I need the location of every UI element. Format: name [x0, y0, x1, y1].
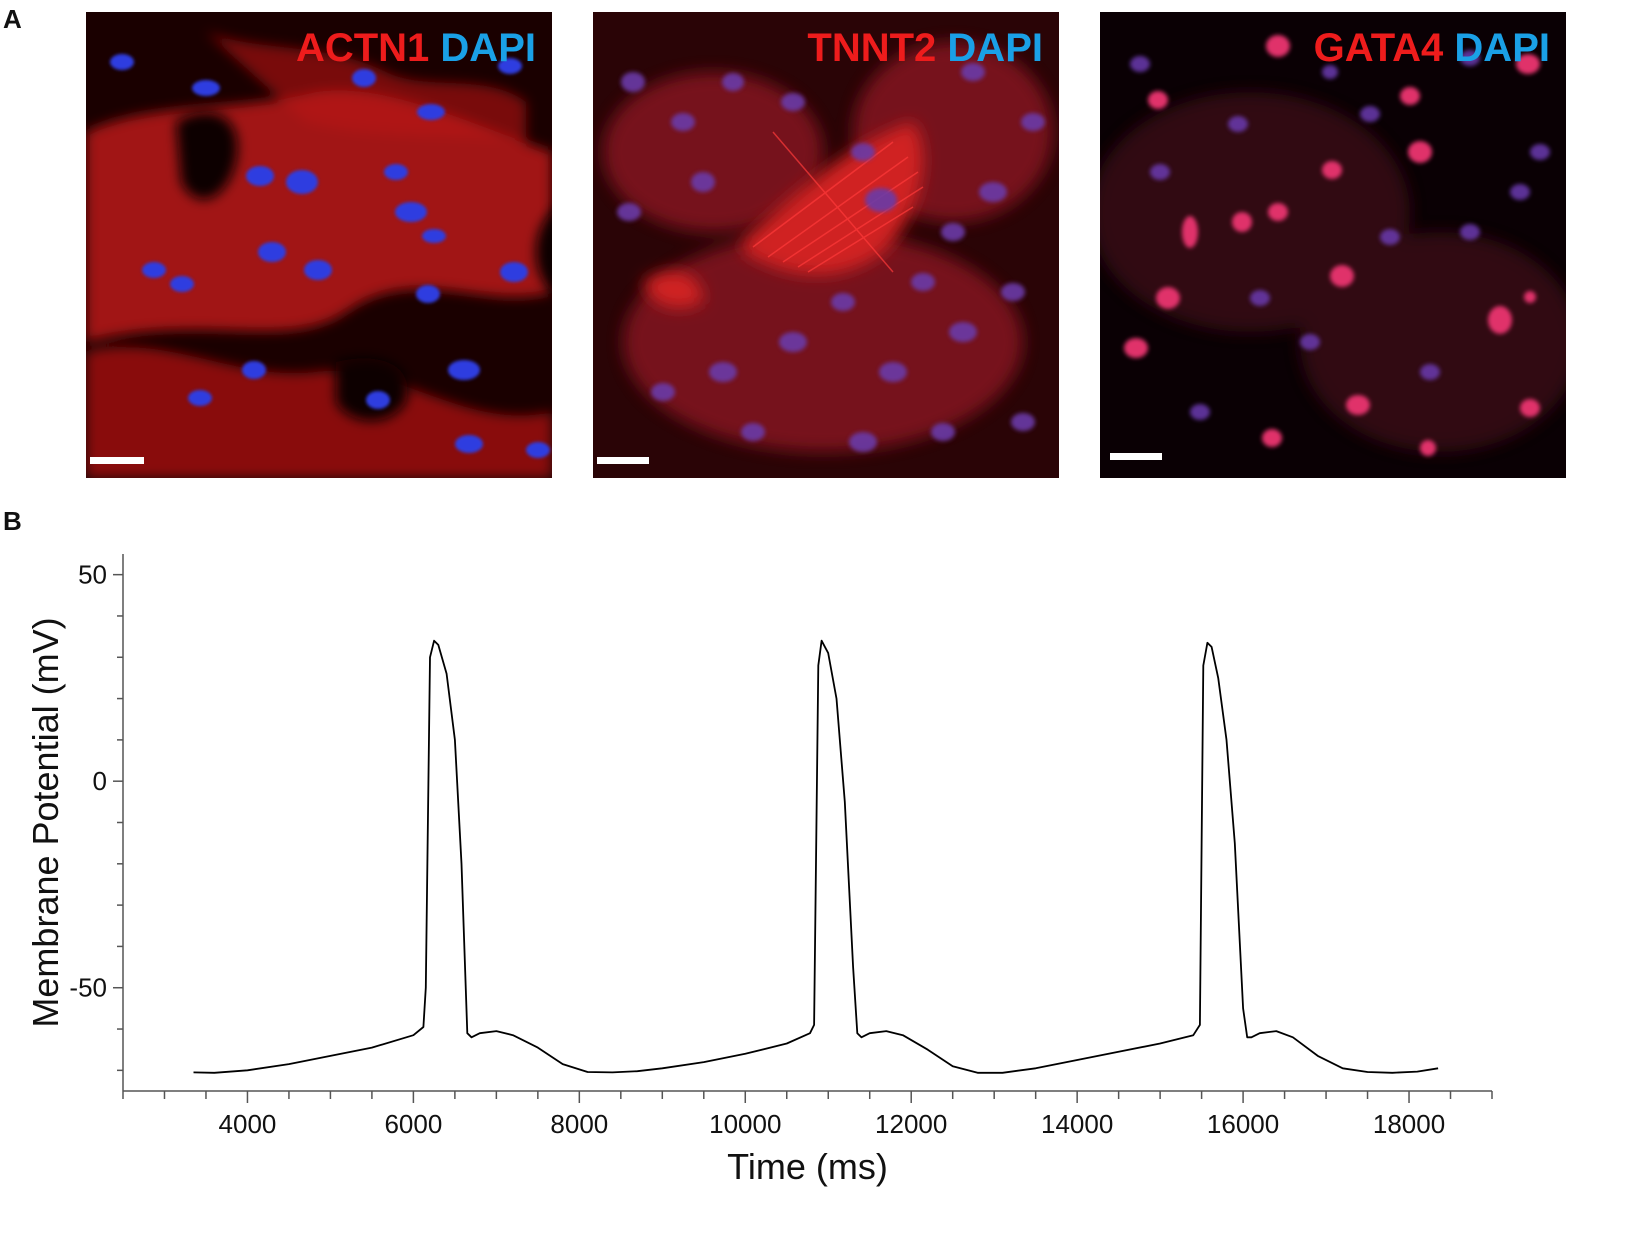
actn1-cell-image: [86, 12, 552, 478]
micrograph-tnnt2: TNNT2 DAPI: [593, 12, 1059, 478]
x-tick-label: 16000: [1207, 1109, 1279, 1139]
y-tick-label: 0: [93, 766, 107, 796]
gata4-dapi-label: GATA4 DAPI: [1314, 26, 1550, 71]
x-tick-label: 4000: [219, 1109, 277, 1139]
tnnt2-dapi-label: TNNT2 DAPI: [807, 26, 1043, 71]
x-tick-label: 18000: [1373, 1109, 1445, 1139]
stain-name: TNNT2: [807, 26, 937, 70]
x-ticks: 4000 6000 8000 10000 12000 14000 16000 18000: [122, 1091, 1493, 1139]
x-tick-label: 14000: [1041, 1109, 1113, 1139]
y-axis-label: Membrane Potential (mV): [25, 617, 66, 1027]
scale-bar: [597, 457, 649, 464]
tnnt2-cell-image: [593, 12, 1059, 478]
panel-b-label: B: [3, 506, 22, 536]
y-tick-label: -50: [69, 973, 107, 1003]
x-tick-label: 6000: [384, 1109, 442, 1139]
counterstain-name: DAPI: [1454, 26, 1550, 70]
x-axis-label: Time (ms): [727, 1146, 888, 1187]
y-ticks: 50 0 -50: [69, 560, 123, 1072]
x-tick-label: 10000: [709, 1109, 781, 1139]
panel-a-label: A: [3, 4, 22, 34]
micrograph-actn1: ACTN1 DAPI: [86, 12, 552, 478]
actn1-dapi-label: ACTN1 DAPI: [296, 26, 536, 71]
x-tick-label: 8000: [550, 1109, 608, 1139]
membrane-potential-trace: [193, 639, 1439, 1074]
counterstain-name: DAPI: [440, 26, 536, 70]
scale-bar: [90, 457, 144, 464]
y-tick-label: 50: [78, 560, 107, 590]
x-tick-label: 12000: [875, 1109, 947, 1139]
stain-name: ACTN1: [295, 26, 430, 70]
stain-name: GATA4: [1313, 26, 1444, 70]
counterstain-name: DAPI: [947, 26, 1043, 70]
membrane-potential-chart: 50 0 -50 4000 6000 8000 10000 12000 14000 16000 1…: [25, 554, 1493, 1187]
gata4-cell-image: [1100, 12, 1566, 478]
scale-bar: [1110, 453, 1162, 460]
micrograph-gata4: GATA4 DAPI: [1100, 12, 1566, 478]
